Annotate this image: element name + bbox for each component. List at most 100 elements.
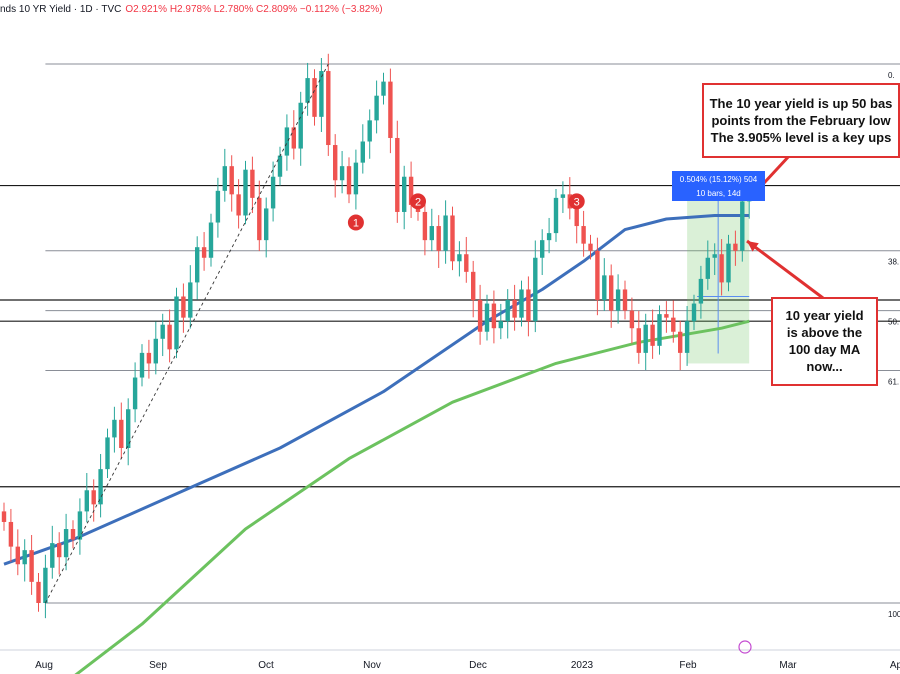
- candle-34: [236, 179, 241, 229]
- trend-line-group: [45, 63, 329, 604]
- candle-52: [360, 124, 365, 174]
- ma-box-line-3: 100 day MA: [788, 342, 861, 357]
- candle-23: [160, 313, 165, 357]
- candle-body-38: [264, 208, 269, 241]
- candle-body-11: [77, 511, 83, 540]
- candle-body-78: [540, 240, 545, 258]
- candle-103: [712, 243, 717, 276]
- candle-99: [684, 306, 690, 366]
- marker-circle-2: [410, 193, 426, 210]
- candle-94: [650, 309, 655, 359]
- candle-body-81: [560, 194, 566, 198]
- candle-body-91: [629, 310, 635, 329]
- candle-body-83: [574, 208, 579, 227]
- fib-label-4: 100.: [888, 610, 900, 619]
- candle-body-32: [222, 166, 227, 191]
- candle-body-67: [464, 254, 469, 272]
- candle-body-58: [402, 176, 407, 212]
- candle-body-28: [195, 247, 200, 283]
- candle-body-87: [602, 275, 607, 301]
- candle-body-77: [533, 257, 538, 322]
- candle-body-53: [367, 120, 372, 142]
- x-tick-6: Feb: [679, 660, 697, 671]
- trend-line: [45, 63, 329, 604]
- candle-45: [312, 69, 317, 126]
- candle-39: [270, 161, 276, 222]
- candle-75: [519, 280, 524, 327]
- candle-body-61: [422, 211, 428, 241]
- candle-body-3: [22, 550, 27, 565]
- marker-label-1: 1: [353, 218, 359, 230]
- candle-67: [464, 236, 469, 283]
- measure-line-1: 0.504% (15.12%) 504: [679, 175, 758, 184]
- candle-body-43: [298, 102, 303, 149]
- candle-58: [402, 165, 407, 230]
- candle-66: [457, 241, 462, 277]
- candle-44: [305, 62, 310, 116]
- candle-body-20: [139, 352, 145, 378]
- candle-62: [429, 208, 434, 252]
- candle-92: [636, 310, 641, 364]
- candle-body-63: [436, 226, 441, 251]
- candle-body-107: [740, 201, 745, 251]
- candle-71: [491, 290, 497, 344]
- chart-legend: nds 10 YR Yield · 1D · TVC O2.921% H2.978…: [0, 4, 383, 15]
- candle-body-84: [581, 226, 586, 244]
- candle-body-46: [319, 71, 324, 117]
- candle-25: [174, 287, 179, 359]
- candle-10: [70, 520, 76, 549]
- alert-icon: [738, 640, 752, 654]
- candle-body-80: [553, 197, 559, 234]
- candle-body-33: [229, 166, 234, 195]
- candle-body-14: [98, 469, 103, 505]
- candle-91: [629, 297, 635, 344]
- arrow-ma-box: [746, 239, 824, 300]
- candle-5: [36, 573, 41, 612]
- candle-body-1: [8, 521, 14, 547]
- candle-body-86: [595, 250, 600, 301]
- candle-15: [105, 428, 110, 478]
- candle-77: [533, 240, 538, 333]
- candle-48: [333, 134, 338, 198]
- measure-zone: [687, 187, 750, 364]
- candle-body-29: [201, 247, 207, 258]
- candle-40: [277, 146, 283, 186]
- candle-76: [526, 276, 531, 337]
- candle-46: [319, 58, 324, 132]
- candle-16: [112, 406, 117, 453]
- candle-body-69: [477, 300, 483, 332]
- candle-13: [91, 479, 96, 522]
- candle-104: [719, 239, 724, 296]
- candle-90: [622, 280, 628, 320]
- candle-63: [436, 215, 441, 268]
- candle-65: [450, 206, 455, 271]
- marker-3: 3: [568, 193, 585, 210]
- candle-body-34: [236, 194, 241, 216]
- candle-54: [374, 80, 379, 134]
- candle-body-74: [512, 300, 517, 318]
- candle-body-8: [57, 543, 62, 558]
- x-tick-1: Sep: [149, 660, 167, 671]
- candle-body-55: [381, 81, 386, 96]
- candle-body-6: [43, 567, 48, 603]
- candle-body-9: [63, 529, 69, 558]
- candle-78: [540, 229, 545, 276]
- candle-body-5: [36, 581, 41, 603]
- ma200-line: [74, 319, 750, 674]
- candle-body-66: [457, 254, 462, 262]
- candle-19: [132, 362, 138, 423]
- candle-37: [257, 180, 262, 252]
- fib-label-3: 61.: [888, 377, 899, 386]
- x-tick-7: Mar: [779, 660, 797, 671]
- candle-body-25: [174, 296, 179, 350]
- candle-body-103: [712, 254, 717, 258]
- ma-box-line-4: now...: [806, 359, 843, 374]
- candle-89: [615, 274, 621, 324]
- candle-body-93: [643, 324, 648, 353]
- candle-69: [477, 284, 483, 345]
- candle-74: [512, 284, 517, 331]
- candle-body-2: [15, 546, 20, 565]
- marker-label-3: 3: [574, 196, 580, 208]
- candle-64: [443, 200, 448, 264]
